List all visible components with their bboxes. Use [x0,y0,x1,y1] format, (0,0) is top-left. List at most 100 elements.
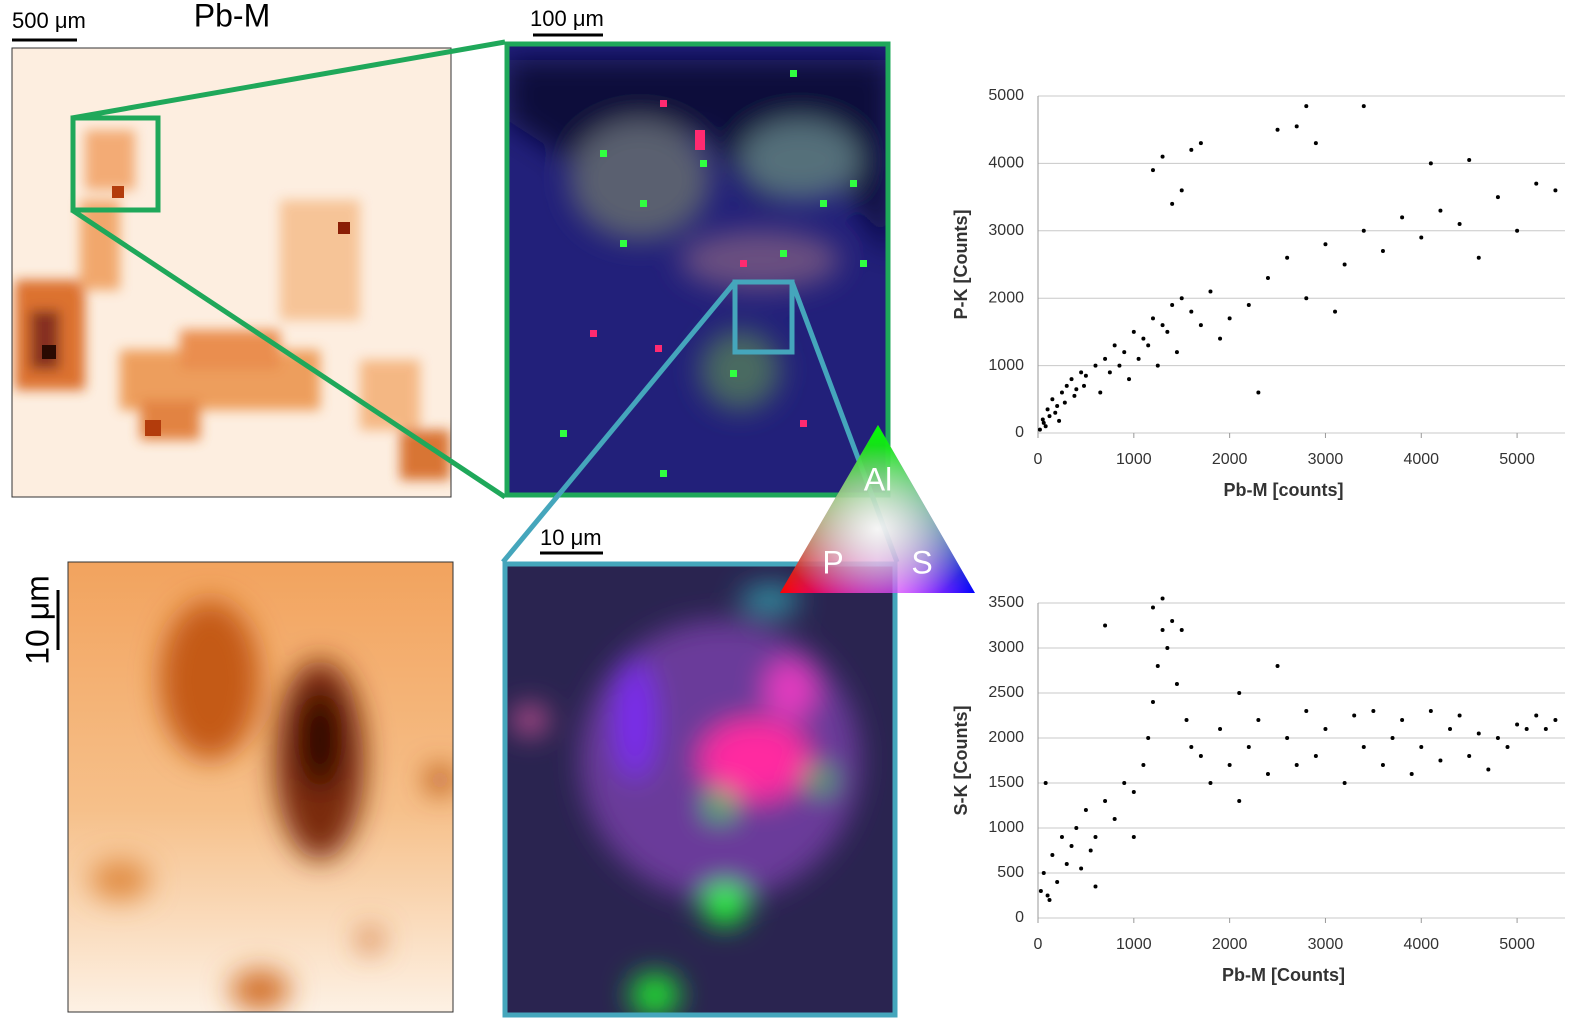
point [1189,309,1194,314]
point [1189,745,1194,749]
y-tick-label: 3000 [988,639,1024,656]
point [1208,289,1213,294]
point [1218,336,1223,341]
point [1400,215,1405,220]
point [1256,718,1261,722]
point [1043,781,1048,785]
point [1069,377,1074,382]
y-tick-label: 3500 [988,594,1024,611]
point [1184,718,1189,722]
point [1127,377,1132,382]
scale-label: 100 μm [530,6,604,31]
x-tick-label: 0 [1034,451,1043,468]
point [1146,343,1151,348]
point [1495,736,1500,740]
point [1265,772,1270,776]
frame [67,561,454,1013]
point [1170,201,1175,206]
point [1467,158,1472,163]
point [1179,296,1184,301]
point [1041,871,1046,875]
scale-label: 10 μm [540,525,602,550]
point [1256,390,1261,395]
y-tick-label: 0 [1015,909,1024,926]
point [1419,745,1424,749]
point [1333,309,1338,314]
frame [11,47,452,498]
point [1131,329,1136,334]
point [1294,763,1299,767]
point [1059,835,1064,839]
point [1050,853,1055,857]
y-tick-label: 1000 [988,819,1024,836]
point [1275,664,1280,668]
point [1304,709,1309,713]
point [1055,404,1060,409]
point [1136,356,1141,361]
point [1246,745,1251,749]
y-axis-title: P-K [Counts] [951,210,971,320]
point [1112,343,1117,348]
point [1390,736,1395,740]
point [1352,713,1357,718]
x-tick-label: 2000 [1212,936,1248,953]
pb-m-zoom-map [68,562,453,1012]
point [1361,104,1366,109]
point [1170,302,1175,307]
y-axis-title: S-K [Counts] [951,706,971,816]
point [1098,390,1103,395]
x-axis-title: Pb-M [counts] [1224,480,1344,500]
point [1160,628,1165,632]
map-title: Pb-M [194,0,270,33]
point [1476,255,1481,260]
point [1103,356,1108,361]
point [1131,790,1136,794]
x-tick-label: 3000 [1308,936,1344,953]
point [1208,781,1213,785]
point [1438,758,1443,763]
point [1448,727,1453,731]
point [1165,329,1170,334]
point [1041,420,1046,425]
point [1409,772,1414,776]
x-tick-label: 3000 [1308,451,1344,468]
point [1040,417,1045,422]
x-tick-label: 5000 [1499,451,1535,468]
y-tick-label: 0 [1015,424,1024,441]
point [1534,181,1539,186]
point [1380,249,1385,254]
point [1553,718,1558,722]
point [1150,168,1155,173]
point [1047,414,1052,419]
point [1198,323,1203,328]
point [1313,141,1318,146]
y-tick-label: 4000 [988,155,1024,172]
x-tick-label: 2000 [1212,451,1248,468]
point [1198,141,1203,146]
y-tick-label: 5000 [988,87,1024,104]
point [1069,844,1074,848]
point [1476,731,1481,736]
point [1093,884,1098,889]
point [1093,363,1098,368]
point [1361,228,1366,233]
y-tick-label: 3000 [988,222,1024,239]
point [1428,709,1433,713]
y-tick-label: 2000 [988,729,1024,746]
point [1055,880,1060,884]
point [1419,235,1424,240]
point [1524,727,1529,731]
x-tick-label: 0 [1034,936,1043,953]
point [1179,628,1184,632]
point [1495,195,1500,200]
point [1081,383,1086,388]
point [1045,407,1050,412]
x-tick-label: 1000 [1116,936,1152,953]
point [1237,799,1242,803]
point [1155,664,1160,668]
point [1275,127,1280,132]
y-tick-label: 2500 [988,684,1024,701]
y-tick-label: 1500 [988,774,1024,791]
point [1160,596,1165,601]
